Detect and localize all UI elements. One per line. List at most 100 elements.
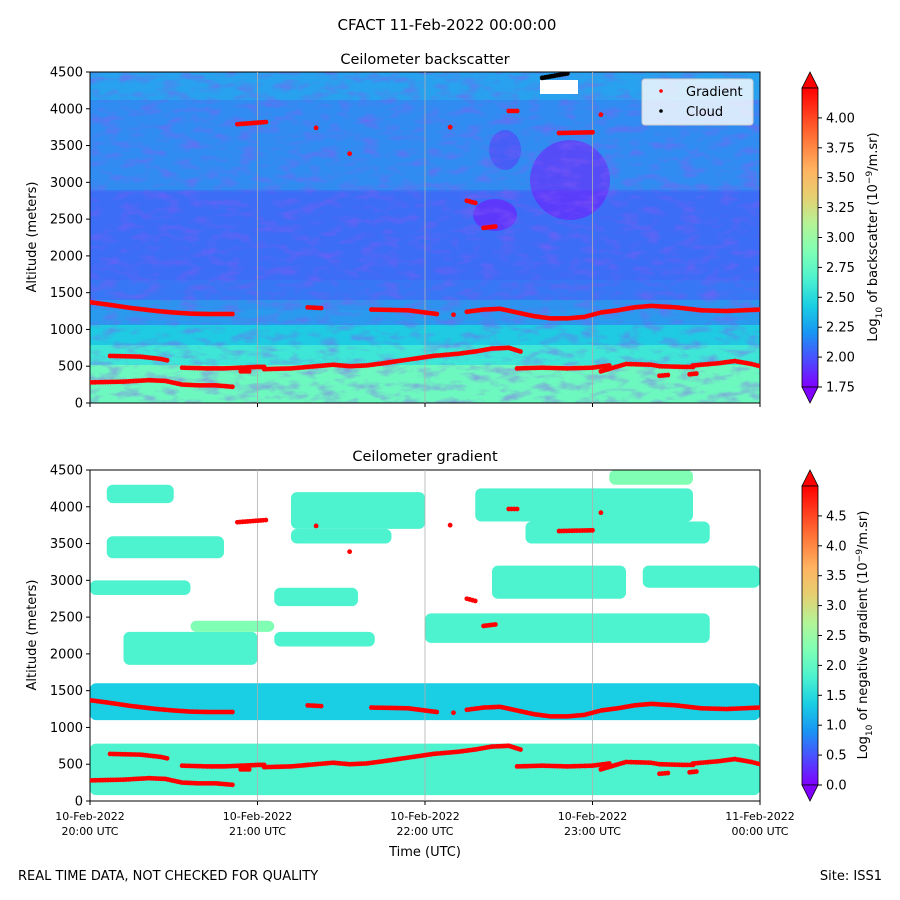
colorbar-tick-label: 3.25 <box>826 201 855 216</box>
backscatter-gridlines <box>257 72 593 403</box>
gradient-band <box>642 565 760 588</box>
gradient-band <box>475 488 693 522</box>
gradient-point <box>514 108 520 114</box>
cloud-point <box>564 72 570 76</box>
gradient-y-ticks: 0 500 1000 1500 2000 2500 3000 3500 4000 4500 <box>50 464 90 810</box>
x-tick-label-time: 21:00 UTC <box>229 825 286 838</box>
gradient-band <box>90 580 191 596</box>
gradient-point <box>757 307 760 312</box>
gradient-point <box>598 112 604 118</box>
gradient-point <box>229 384 235 390</box>
y-tick-label: 3000 <box>50 176 83 191</box>
y-tick-label: 1000 <box>50 721 83 736</box>
gradient-point <box>518 747 523 752</box>
colorbar-extend-bottom <box>801 386 819 404</box>
backscatter-y-ticks: 0 500 1000 1500 2000 2500 3000 3500 4000 4500 <box>50 66 90 412</box>
gradient-point <box>229 709 235 715</box>
backscatter-title: Ceilometer backscatter <box>340 52 509 68</box>
x-tick-label-date: 10-Feb-2022 <box>390 810 459 823</box>
gradient-point <box>447 522 453 528</box>
gradient-point <box>318 305 324 311</box>
gradient-point <box>246 766 252 772</box>
colorbar-extend-top <box>801 71 819 89</box>
gradient-colorbar: 0.0 0.5 1.0 1.5 2.0 2.5 3.0 3.5 4.0 4.5 Log10 of … <box>801 469 875 802</box>
gradient-band <box>123 631 258 665</box>
colorbar-tick-label: 4.5 <box>826 509 847 524</box>
gradient-point <box>472 598 478 604</box>
gradient-point <box>313 125 319 131</box>
colorbar-tick-label: 1.5 <box>826 689 847 704</box>
y-tick-label: 0 <box>75 397 83 412</box>
gradient-band <box>190 620 275 632</box>
gradient-point <box>434 311 440 317</box>
backscatter-colorbar-label: Log10 of backscatter (10−9/m.sr) <box>865 132 885 341</box>
colorbar-tick-label: 3.00 <box>826 231 855 246</box>
y-tick-label: 2500 <box>50 213 83 228</box>
x-tick-label-date: 10-Feb-2022 <box>55 810 124 823</box>
gradient-point <box>229 311 235 317</box>
gradient-point <box>757 363 760 369</box>
y-tick-label: 2500 <box>50 611 83 626</box>
gradient-band <box>274 587 358 607</box>
colorbar-tick-label: 2.00 <box>826 351 855 366</box>
quality-disclaimer: REAL TIME DATA, NOT CHECKED FOR QUALITY <box>18 869 319 884</box>
y-tick-label: 500 <box>58 758 83 773</box>
x-tick-label-time: 00:00 UTC <box>731 825 788 838</box>
y-tick-label: 0 <box>75 795 83 810</box>
gradient-point <box>347 151 353 157</box>
gradient-point <box>472 200 478 206</box>
colorbar-tick-label: 4.00 <box>826 111 855 126</box>
colorbar-tick-label: 0.5 <box>826 749 847 764</box>
gradient-point <box>514 506 520 512</box>
gradient-point <box>263 517 269 523</box>
gradient-colorbar-ticks: 0.0 0.5 1.0 1.5 2.0 2.5 3.0 3.5 4.0 4.5 <box>818 509 847 794</box>
gradient-point <box>590 527 595 533</box>
gradient-ylabel: Altitude (meters) <box>25 580 40 691</box>
gradient-point <box>665 770 671 776</box>
y-tick-label: 2000 <box>50 249 83 264</box>
figure-title: CFACT 11-Feb-2022 00:00:00 <box>338 16 557 34</box>
legend: Gradient Cloud <box>641 78 754 126</box>
y-tick-label: 500 <box>58 360 83 375</box>
y-tick-label: 4500 <box>50 464 83 479</box>
gradient-xlabel: Time (UTC) <box>388 845 461 860</box>
gradient-point <box>665 372 671 378</box>
gradient-band <box>425 613 710 643</box>
gradient-point <box>757 705 760 710</box>
gradient-point <box>693 769 699 774</box>
gradient-point <box>757 761 760 767</box>
gradient-point <box>318 703 324 709</box>
legend-box <box>641 78 754 126</box>
gradient-point <box>164 357 170 363</box>
gradient-point <box>492 224 498 229</box>
gradient-point <box>518 349 523 354</box>
colorbar-tick-label: 2.5 <box>826 629 847 644</box>
colorbar-tick-label: 2.50 <box>826 291 855 306</box>
gradient-x-ticks: 10-Feb-2022 20:00 UTC 10-Feb-2022 21:00 UTC… <box>55 801 795 838</box>
x-tick-label-time: 23:00 UTC <box>564 825 621 838</box>
gradient-point <box>313 523 319 529</box>
gradient-band <box>291 528 392 544</box>
colorbar-tick-label: 4.0 <box>826 539 847 554</box>
backscatter-x-ticks <box>89 403 761 407</box>
legend-cloud-marker <box>659 109 663 113</box>
y-tick-label: 4500 <box>50 66 83 81</box>
gradient-band <box>492 565 626 599</box>
colorbar-ramp <box>801 87 819 388</box>
colorbar-tick-label: 2.75 <box>826 261 855 276</box>
colorbar-tick-label: 3.75 <box>826 141 855 156</box>
y-tick-label: 1000 <box>50 323 83 338</box>
gradient-gridlines <box>257 470 593 801</box>
gradient-point <box>598 510 604 516</box>
gradient-colorbar-label: Log10 of negative gradient (10−9/m.sr) <box>855 511 875 760</box>
colorbar-tick-label: 0.0 <box>826 779 847 794</box>
gradient-point <box>447 124 453 130</box>
backscatter-colorbar-ticks: 1.75 2.00 2.25 2.50 2.75 3.00 3.25 3.50 3.75 4.00 <box>818 111 855 396</box>
gradient-point <box>451 710 456 716</box>
site-label: Site: ISS1 <box>819 869 882 884</box>
gradient-point <box>693 371 699 376</box>
gradient-point <box>451 312 456 318</box>
y-tick-label: 4000 <box>50 102 83 117</box>
gradient-point <box>492 622 498 627</box>
